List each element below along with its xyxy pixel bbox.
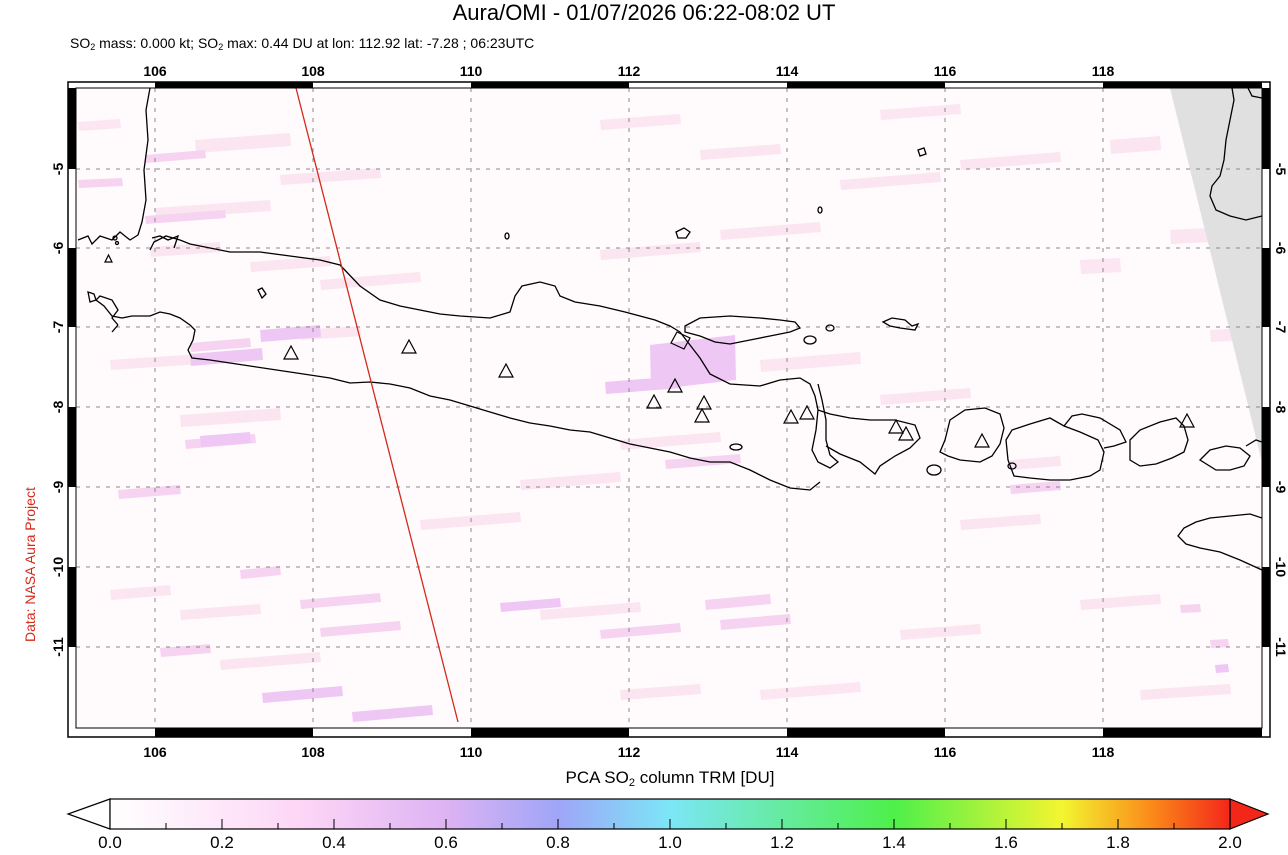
coastlines (77, 88, 1262, 571)
svg-text:108: 108 (301, 63, 325, 79)
svg-text:106: 106 (143, 63, 167, 79)
svg-text:-7: -7 (50, 321, 66, 334)
svg-text:-10: -10 (1273, 557, 1288, 577)
svg-text:-5: -5 (1273, 163, 1288, 176)
svg-text:118: 118 (1092, 744, 1115, 760)
colorbar-tick-label: 0.2 (210, 833, 234, 852)
colorbar-title: PCA SO2 column TRM [DU] (565, 768, 775, 789)
so2-max-marker (670, 331, 691, 350)
colorbar-tick-label: 0.0 (98, 833, 122, 852)
lat-labels-right: -5 -6 -7 -8 -9 -10 -11 (1273, 163, 1288, 657)
svg-text:114: 114 (776, 744, 799, 760)
colorbar-high-extend (1229, 798, 1270, 830)
plot-area (76, 88, 1262, 728)
orbit-edge-line (295, 87, 459, 723)
colorbar-tick-label: 0.8 (546, 833, 570, 852)
colorbar-tick-label: 1.4 (882, 833, 906, 852)
colorbar-tick-label: 0.6 (434, 833, 458, 852)
svg-text:116: 116 (934, 744, 957, 760)
svg-text:-9: -9 (1273, 481, 1288, 494)
svg-text:118: 118 (1092, 63, 1115, 79)
colorbar-tick-label: 1.6 (994, 833, 1018, 852)
map-frame (67, 81, 1271, 738)
svg-text:-11: -11 (50, 637, 66, 657)
svg-text:-8: -8 (1273, 401, 1288, 414)
svg-text:110: 110 (460, 744, 483, 760)
colorbar-tick-label: 1.2 (770, 833, 794, 852)
graticule (76, 88, 1262, 728)
colorbar-tick-label: 1.0 (658, 833, 682, 852)
svg-text:-6: -6 (1273, 242, 1288, 255)
lon-labels-bottom: 106 108 110 112 114 116 118 (143, 744, 1114, 760)
so2-data-layer (78, 104, 1251, 722)
volcano-markers (104, 253, 1196, 448)
colorbar-tick-label: 0.4 (322, 833, 346, 852)
svg-text:114: 114 (776, 63, 799, 79)
svg-text:112: 112 (618, 744, 641, 760)
colorbar-low-extend (66, 798, 111, 830)
svg-text:-5: -5 (50, 163, 66, 176)
colorbar (66, 798, 1270, 830)
lon-labels-top: 106 108 110 112 114 116 118 (143, 63, 1114, 79)
colorbar-tick-label: 1.8 (1106, 833, 1130, 852)
svg-text:-7: -7 (1273, 321, 1288, 334)
svg-text:106: 106 (143, 744, 167, 760)
svg-text:-8: -8 (50, 401, 66, 414)
lat-labels-left: -5 -6 -7 -8 -9 -10 -11 (50, 163, 66, 657)
svg-text:108: 108 (301, 744, 325, 760)
so2-summary: SO2 mass: 0.000 kt; SO2 max: 0.44 DU at … (70, 35, 535, 52)
svg-text:-10: -10 (50, 557, 66, 577)
colorbar-tick-label: 2.0 (1218, 833, 1242, 852)
svg-text:110: 110 (460, 63, 483, 79)
map-title: Aura/OMI - 01/07/2026 06:22-08:02 UT (452, 0, 836, 25)
no-data-swath (1170, 88, 1262, 462)
svg-text:-9: -9 (50, 481, 66, 494)
svg-text:-6: -6 (50, 242, 66, 255)
svg-text:-11: -11 (1273, 637, 1288, 657)
svg-text:112: 112 (618, 63, 641, 79)
svg-text:116: 116 (934, 63, 957, 79)
